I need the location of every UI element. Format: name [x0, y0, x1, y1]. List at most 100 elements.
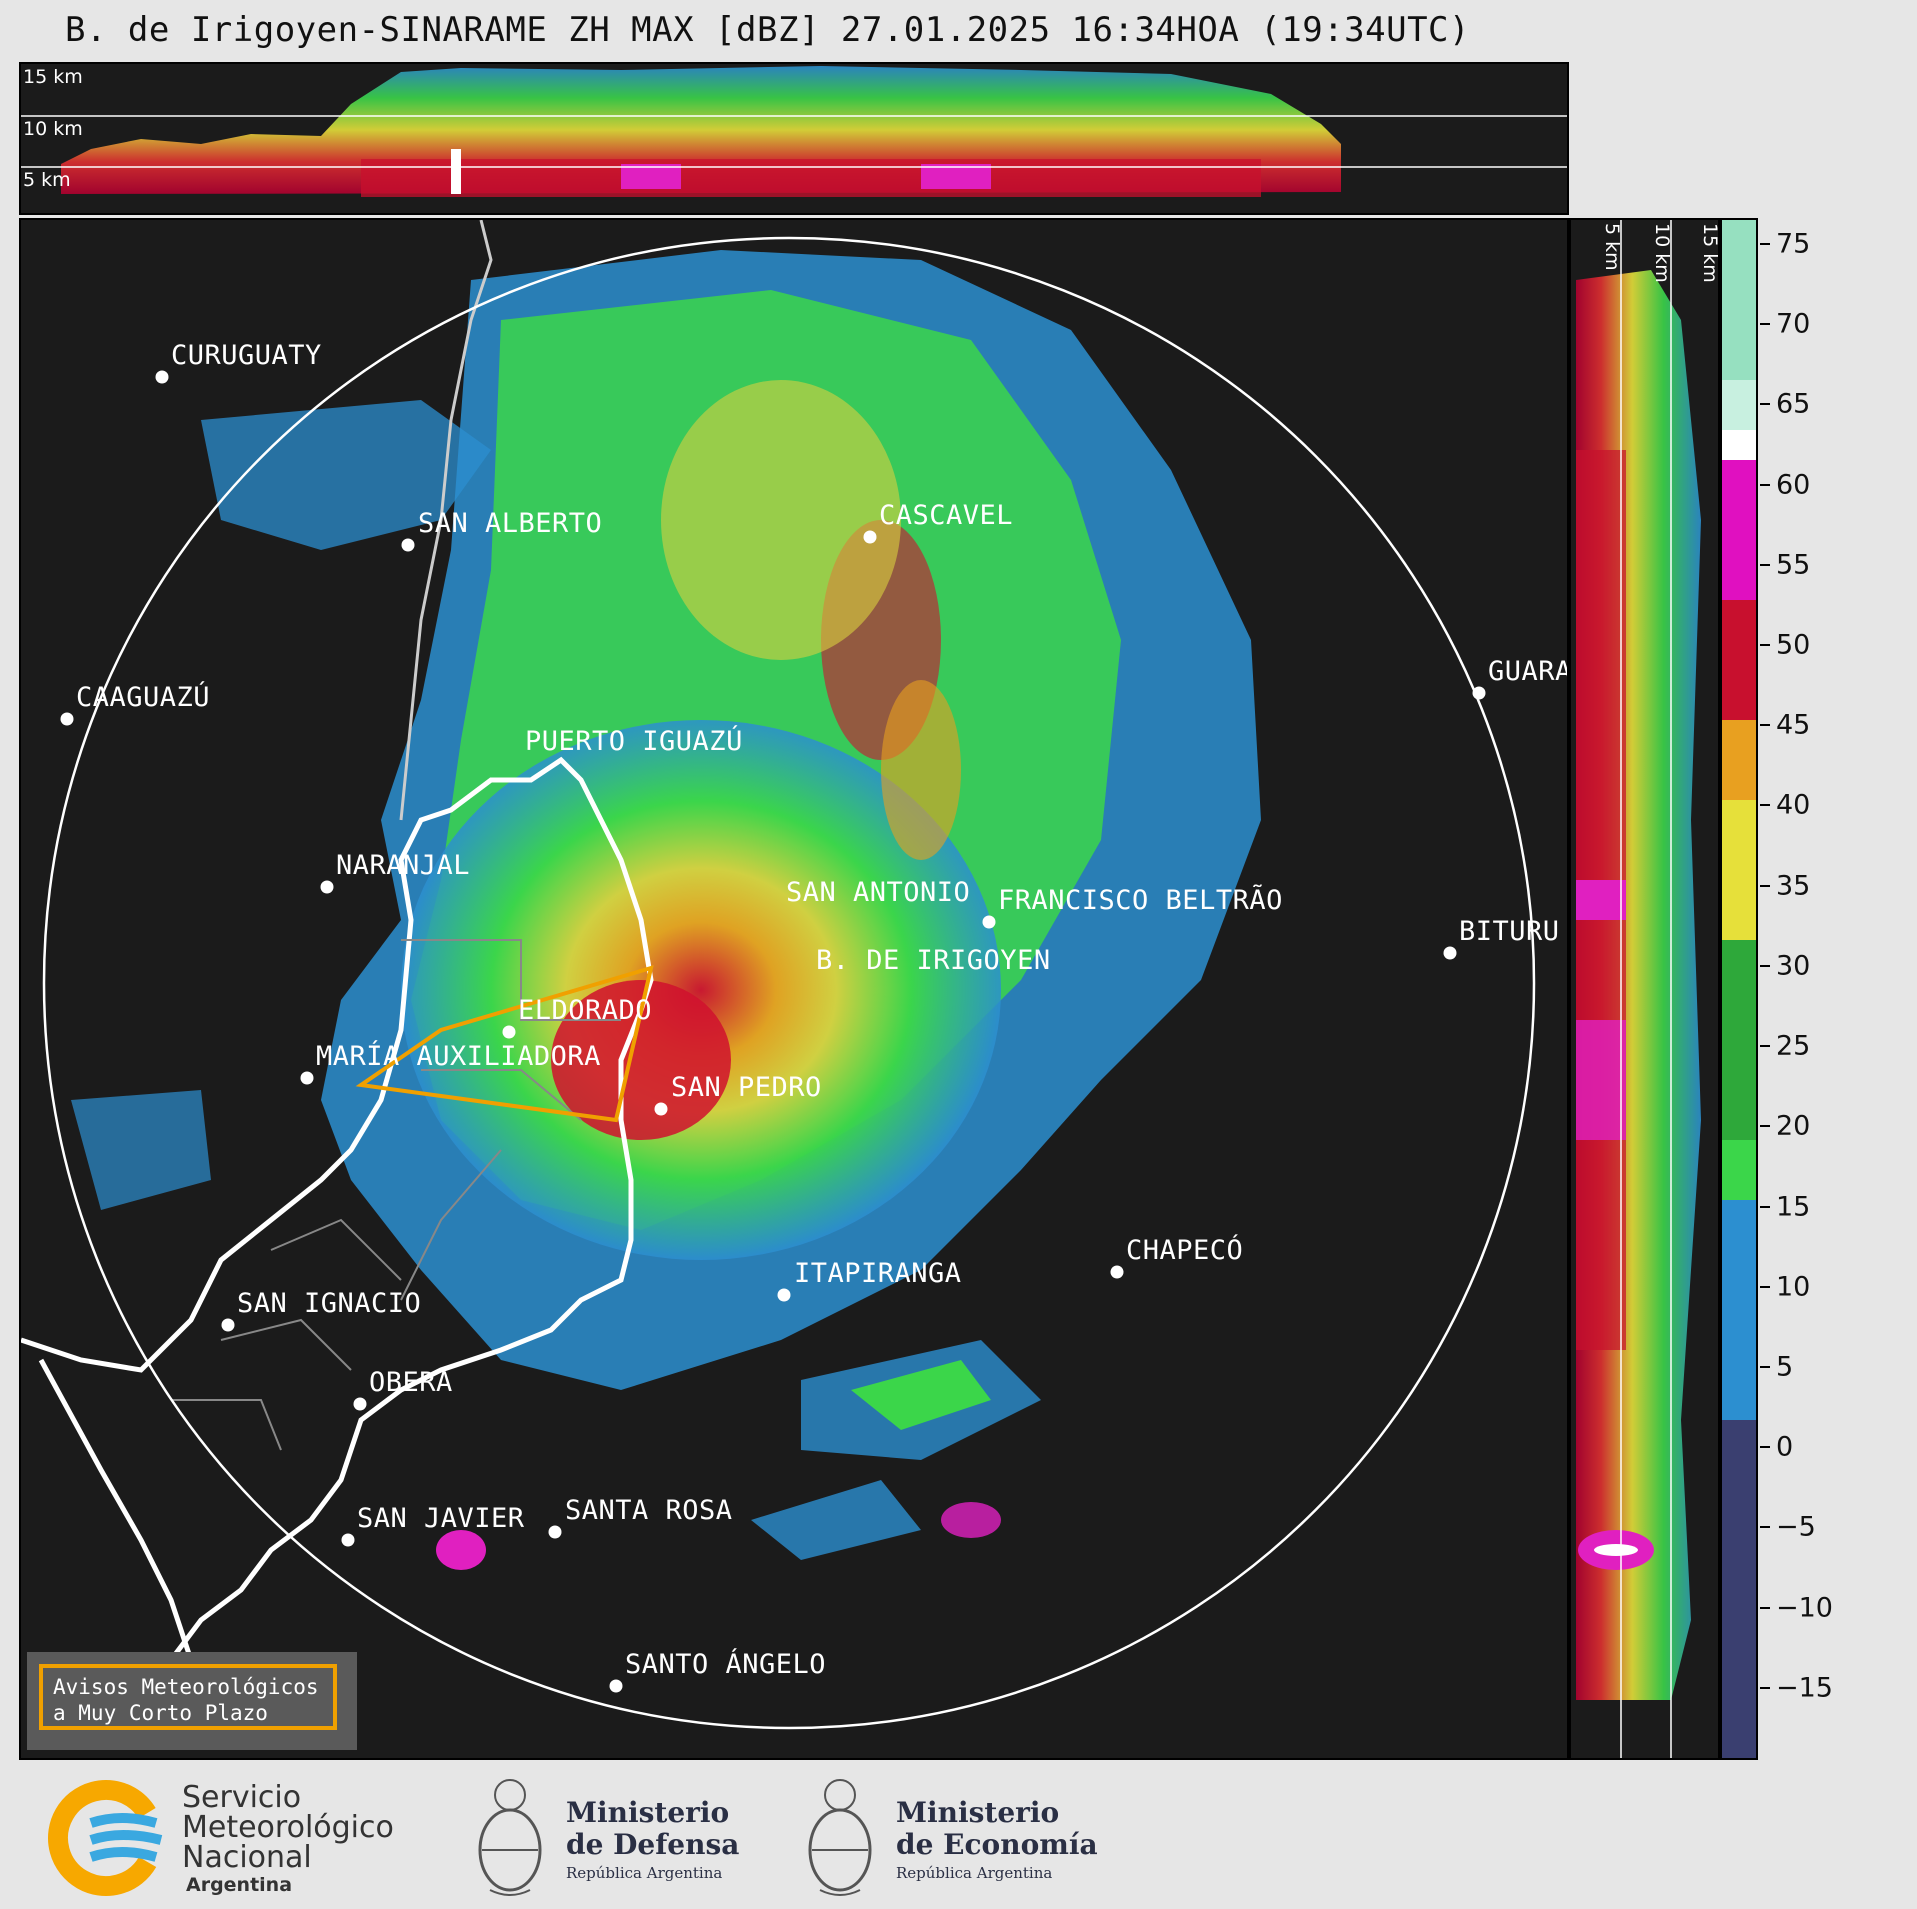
city-dot: [502, 1025, 516, 1039]
colorbar-label: −15: [1776, 1672, 1833, 1704]
colorbar-label: 10: [1776, 1271, 1811, 1303]
altitude-label-10: 10 km: [23, 118, 83, 140]
altitude-label-15: 15 km: [23, 66, 83, 88]
colorbar-tick: [1760, 1446, 1770, 1448]
colorbar: [1720, 218, 1758, 1760]
avisos-line1: Avisos Meteorológicos: [53, 1675, 319, 1699]
radar-echo-layer: [21, 220, 1536, 1730]
colorbar-tick: [1760, 804, 1770, 806]
economia-coat-of-arms-icon: [808, 1779, 872, 1896]
city-dot: [777, 1288, 791, 1302]
colorbar-label: 35: [1776, 870, 1811, 902]
city-dot: [221, 1318, 235, 1332]
colorbar-label: 60: [1776, 469, 1811, 501]
colorbar-tick: [1760, 323, 1770, 325]
colorbar-label: 65: [1776, 388, 1811, 420]
city-dot: [60, 712, 74, 726]
city-dot: [155, 370, 169, 384]
colorbar-tick: [1760, 403, 1770, 405]
city-dot: [863, 530, 877, 544]
defensa-coat-of-arms-icon: [478, 1779, 542, 1896]
country-border: [21, 756, 654, 1662]
city-dot: [982, 915, 996, 929]
city-dot: [1110, 1265, 1124, 1279]
top-cross-section-echoes: [21, 66, 1567, 197]
right-cross-section-panel: 5 km 10 km 15 km: [1569, 218, 1720, 1760]
city-label-b-de-irigoyen: B. DE IRIGOYEN: [816, 945, 1051, 976]
colorbar-tick: [1760, 1206, 1770, 1208]
page-title: B. de Irigoyen-SINARAME ZH MAX [dBZ] 27.…: [65, 10, 1470, 50]
altitude-label-v-5: 5 km: [1601, 223, 1623, 271]
city-label-naranjal: NARANJAL: [336, 850, 471, 881]
colorbar-label: 70: [1776, 308, 1811, 340]
city-dot: [1472, 686, 1486, 700]
smn-line4: Argentina: [186, 1874, 293, 1896]
footer: Servicio Meteorológico Nacional Argentin…: [0, 1762, 1917, 1909]
colorbar-label: 25: [1776, 1030, 1811, 1062]
city-label-puerto-iguazu: PUERTO IGUAZÚ: [525, 726, 743, 757]
city-dot: [353, 1397, 367, 1411]
city-label-bituru: BITURU: [1459, 916, 1560, 947]
defensa-line3: República Argentina: [566, 1864, 723, 1882]
colorbar-label: −5: [1776, 1511, 1816, 1543]
colorbar-label: 50: [1776, 629, 1811, 661]
city-label-san-ignacio: SAN IGNACIO: [237, 1288, 422, 1319]
radar-map-panel: CURUGUATY SAN ALBERTO CASCAVEL CAAGUAZÚ …: [19, 218, 1569, 1760]
colorbar-tick: [1760, 885, 1770, 887]
city-dot: [341, 1533, 355, 1547]
smn-logo-icon: [48, 1780, 164, 1896]
colorbar-tick: [1760, 1045, 1770, 1047]
city-label-san-javier: SAN JAVIER: [357, 1503, 525, 1534]
colorbar-tick: [1760, 243, 1770, 245]
city-label-chapeco: CHAPECÓ: [1126, 1235, 1244, 1266]
colorbar-tick: [1760, 1125, 1770, 1127]
colorbar-tick: [1760, 484, 1770, 486]
colorbar-tick: [1760, 1607, 1770, 1609]
city-label-eldorado: ELDORADO: [518, 995, 653, 1026]
avisos-box[interactable]: Avisos Meteorológicos a Muy Corto Plazo: [27, 1652, 357, 1750]
economia-line3: República Argentina: [896, 1864, 1053, 1882]
warning-polygon: [355, 965, 654, 1123]
right-cross-section-echoes: [1576, 220, 1701, 1758]
colorbar-tick: [1760, 644, 1770, 646]
city-dot: [548, 1525, 562, 1539]
colorbar-tick: [1760, 1366, 1770, 1368]
colorbar-tick: [1760, 1526, 1770, 1528]
avisos-frame: Avisos Meteorológicos a Muy Corto Plazo: [39, 1664, 337, 1730]
defensa-line2: de Defensa: [566, 1828, 740, 1861]
city-dot: [300, 1071, 314, 1085]
city-label-obera: OBERÁ: [369, 1367, 453, 1398]
smn-line2: Meteorológico: [182, 1810, 394, 1845]
colorbar-label: 0: [1776, 1431, 1794, 1463]
colorbar-swatches: [1722, 220, 1756, 1758]
city-label-francisco-beltrao: FRANCISCO BELTRÃO: [998, 885, 1283, 916]
city-label-san-antonio: SAN ANTONIO: [786, 877, 971, 908]
city-label-guara: GUARA: [1488, 656, 1569, 687]
city-label-caaguazu: CAAGUAZÚ: [76, 682, 211, 713]
avisos-line2: a Muy Corto Plazo: [53, 1701, 268, 1725]
smn-line3: Nacional: [182, 1840, 312, 1875]
colorbar-label: 30: [1776, 950, 1811, 982]
colorbar-label: −10: [1776, 1592, 1833, 1624]
colorbar-tick: [1760, 724, 1770, 726]
colorbar-label: 75: [1776, 228, 1811, 260]
city-label-santa-rosa: SANTA ROSA: [565, 1495, 733, 1526]
colorbar-tick: [1760, 564, 1770, 566]
city-dot: [654, 1102, 668, 1116]
colorbar-tick: [1760, 1687, 1770, 1689]
colorbar-tick: [1760, 1286, 1770, 1288]
altitude-label-v-10: 10 km: [1651, 223, 1673, 283]
city-dot: [401, 538, 415, 552]
city-dot: [320, 880, 334, 894]
colorbar-label: 20: [1776, 1110, 1811, 1142]
top-cross-section-panel: 15 km 10 km 5 km: [19, 62, 1569, 215]
altitude-label-v-15: 15 km: [1699, 223, 1720, 283]
city-label-itapiranga: ITAPIRANGA: [794, 1258, 962, 1289]
colorbar-label: 5: [1776, 1351, 1794, 1383]
colorbar-tick: [1760, 965, 1770, 967]
city-dot: [1443, 946, 1457, 960]
city-label-san-pedro: SAN PEDRO: [671, 1072, 822, 1103]
city-dot: [609, 1679, 623, 1693]
city-label-santo-angelo: SANTO ÁNGELO: [625, 1649, 827, 1680]
smn-line1: Servicio: [182, 1780, 302, 1815]
